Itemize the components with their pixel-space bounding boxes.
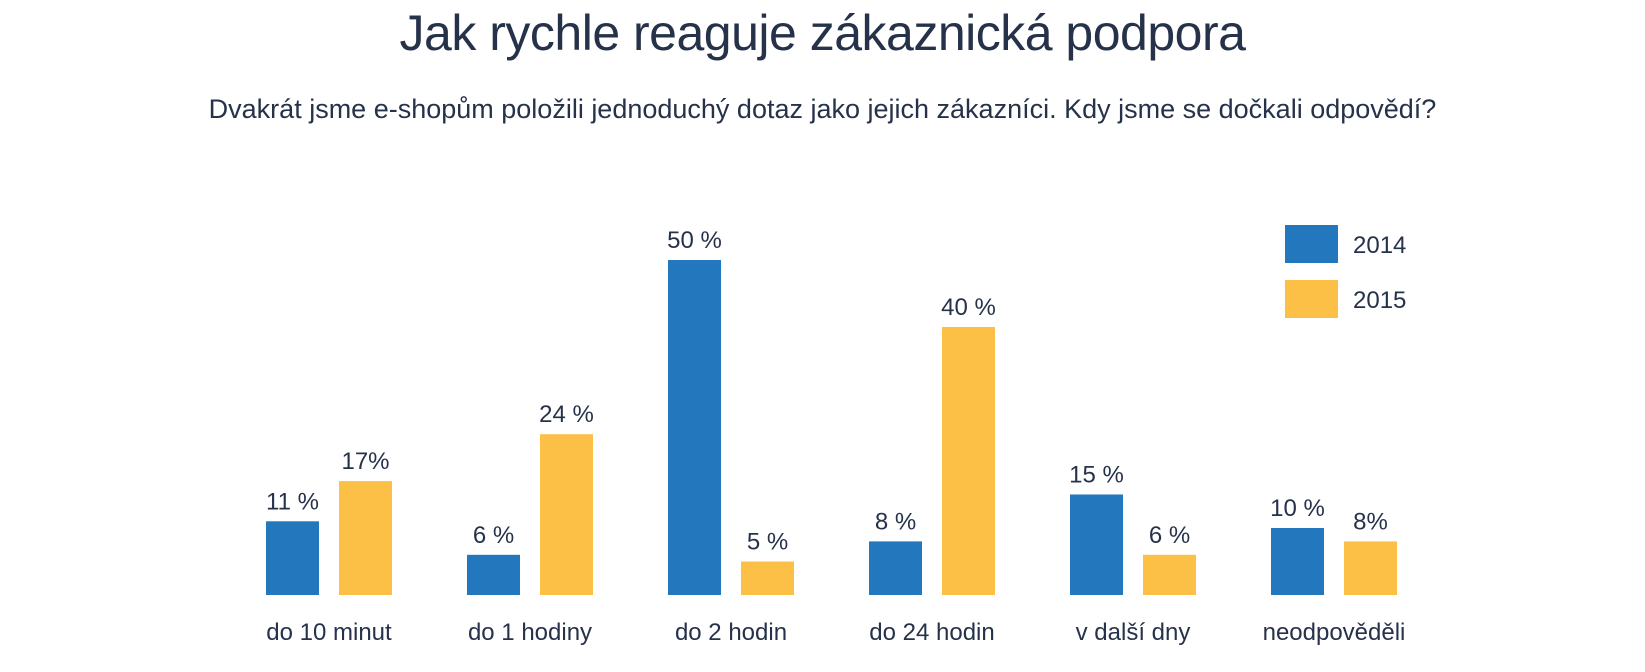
value-label-2014-5: 15 % — [1069, 462, 1124, 489]
value-label-2015-2: 24 % — [539, 401, 594, 428]
bar-2014-5 — [1070, 494, 1123, 595]
value-labels-layer: 11 % 17% 6 % 24 % 50 % 5 % 8 % 40 % 15 % 6 % 10 % 8… — [266, 227, 1388, 556]
value-label-2015-5: 6 % — [1149, 522, 1190, 549]
category-label-2: do 1 hodiny — [468, 619, 592, 646]
bars-layer — [266, 260, 1397, 595]
bar-2015-2 — [540, 434, 593, 595]
value-label-2014-6: 10 % — [1270, 495, 1325, 522]
bar-2014-4 — [869, 541, 922, 595]
category-label-1: do 10 minut — [266, 619, 392, 646]
bar-2015-4 — [942, 327, 995, 595]
bar-2014-2 — [467, 554, 520, 595]
value-label-2015-3: 5 % — [747, 529, 788, 556]
value-label-2014-4: 8 % — [875, 508, 916, 535]
value-label-2015-1: 17% — [341, 448, 389, 475]
category-label-4: do 24 hodin — [869, 619, 994, 646]
bar-2015-1 — [339, 481, 392, 595]
chart-subtitle: Dvakrát jsme e-shopům položili jednoduch… — [208, 94, 1437, 124]
value-label-2014-3: 50 % — [667, 227, 722, 254]
value-label-2014-2: 6 % — [473, 522, 514, 549]
bar-2014-6 — [1271, 528, 1324, 595]
bar-2014-1 — [266, 521, 319, 595]
value-label-2015-4: 40 % — [941, 294, 996, 321]
bar-2015-5 — [1143, 554, 1196, 595]
category-label-6: neodpověděli — [1263, 619, 1406, 646]
legend-label-2015: 2015 — [1353, 287, 1406, 314]
legend-swatch-2014 — [1285, 225, 1338, 263]
category-labels-layer: do 10 minut do 1 hodiny do 2 hodin do 24 ho… — [266, 619, 1405, 646]
value-label-2015-6: 8% — [1353, 508, 1388, 535]
category-label-3: do 2 hodin — [675, 619, 787, 646]
category-label-5: v další dny — [1076, 619, 1191, 646]
bar-2015-6 — [1344, 541, 1397, 595]
legend: 2014 2015 — [1285, 225, 1406, 318]
value-label-2014-1: 11 % — [266, 488, 319, 515]
bar-2014-3 — [668, 260, 721, 595]
chart-title: Jak rychle reaguje zákaznická podpora — [399, 5, 1246, 61]
legend-label-2014: 2014 — [1353, 232, 1406, 259]
legend-swatch-2015 — [1285, 280, 1338, 318]
bar-2015-3 — [741, 561, 794, 595]
